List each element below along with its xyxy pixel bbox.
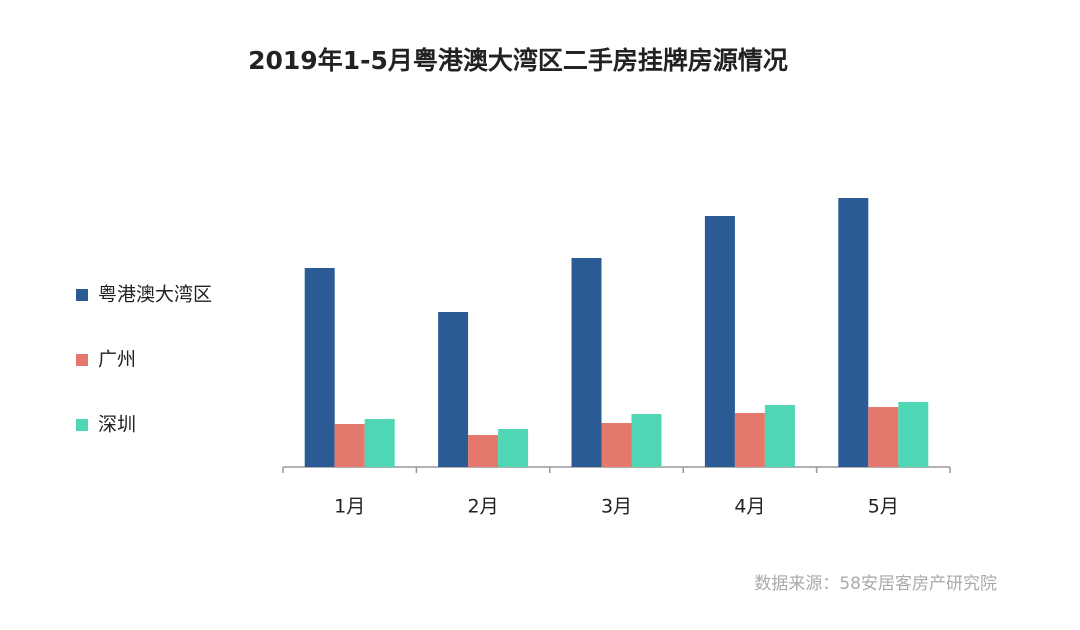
legend-swatch — [76, 354, 88, 366]
bar — [631, 414, 662, 467]
x-tick-label: 3月 — [601, 496, 632, 518]
bar — [838, 198, 869, 467]
legend-swatch — [76, 419, 88, 431]
source-note: 数据来源：58安居客房产研究院 — [754, 574, 997, 594]
bar — [304, 268, 335, 467]
bar — [571, 258, 602, 467]
legend-label: 深圳 — [98, 414, 136, 436]
chart-title: 2019年1-5月粤港澳大湾区二手房挂牌房源情况 — [248, 46, 788, 75]
bar — [601, 423, 632, 467]
bar — [868, 407, 899, 467]
bar — [438, 312, 469, 467]
bar — [334, 424, 365, 467]
bar — [704, 216, 735, 467]
legend-label: 粤港澳大湾区 — [98, 284, 212, 306]
bar — [734, 413, 765, 467]
bar — [498, 429, 529, 467]
bar — [468, 435, 499, 467]
x-tick-label: 4月 — [734, 496, 765, 518]
bar — [764, 405, 795, 467]
legend-label: 广州 — [98, 349, 136, 371]
bar — [898, 402, 929, 467]
x-tick-label: 5月 — [868, 496, 899, 518]
x-tick-label: 2月 — [468, 496, 499, 518]
bar — [364, 419, 395, 467]
legend-swatch — [76, 289, 88, 301]
x-tick-label: 1月 — [334, 496, 365, 518]
